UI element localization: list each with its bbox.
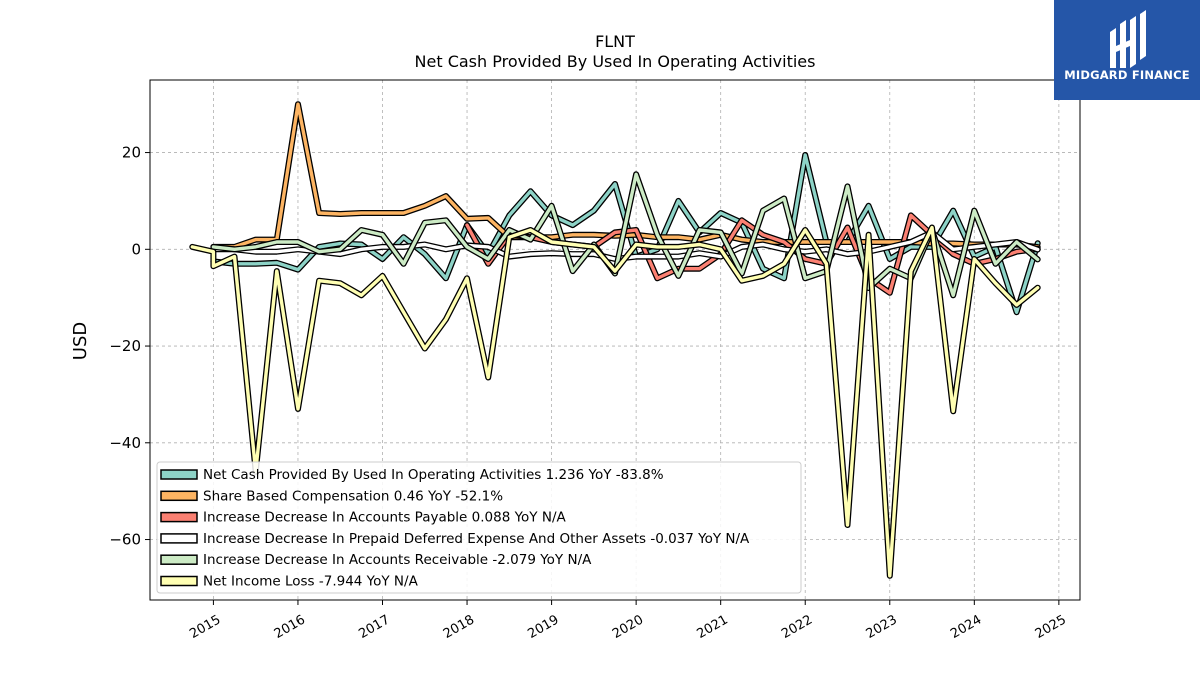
legend-swatch	[160, 533, 198, 544]
midgard-logo-icon	[1110, 10, 1146, 68]
legend-entry: Increase Decrease In Prepaid Deferred Ex…	[203, 531, 750, 547]
plot-frame	[149, 79, 1081, 601]
x-tick-label: 2016	[272, 612, 308, 642]
x-tick-label: 2021	[695, 612, 731, 642]
x-tick-label: 2025	[1033, 612, 1069, 642]
y-tick-label: −20	[109, 337, 141, 355]
x-tick-label: 2022	[779, 612, 815, 642]
legend-box	[156, 461, 802, 594]
x-tick-label: 2019	[525, 612, 561, 642]
x-tick-label: 2018	[441, 612, 477, 642]
legend-entry: Net Cash Provided By Used In Operating A…	[203, 467, 664, 483]
chart-subtitle: Net Cash Provided By Used In Operating A…	[415, 52, 816, 71]
y-tick-label: 20	[122, 144, 141, 162]
x-tick-label: 2020	[610, 612, 646, 642]
brand-name: MIDGARD FINANCE	[1064, 68, 1190, 82]
series-increase-decrease-in-accounts-receivable	[210, 171, 1041, 299]
series-layer	[189, 101, 1041, 579]
series-outline	[210, 171, 1041, 299]
legend-swatch	[160, 554, 198, 565]
legend-entry: Net Income Loss -7.944 YoY N/A	[203, 574, 419, 590]
brand-logo: MIDGARD FINANCE	[1054, 0, 1200, 100]
y-tick-label: 0	[131, 240, 141, 258]
y-tick-label: −40	[109, 434, 141, 452]
legend-entry: Share Based Compensation 0.46 YoY -52.1%	[203, 488, 503, 504]
x-tick-label: 2015	[187, 612, 223, 642]
series-net-income-loss	[189, 224, 1041, 579]
y-tick-label: −60	[109, 531, 141, 549]
legend-entry: Increase Decrease In Accounts Payable 0.…	[203, 510, 566, 526]
x-tick-label: 2023	[864, 612, 900, 642]
legend-entry: Increase Decrease In Accounts Receivable…	[203, 552, 592, 568]
legend-swatch	[160, 469, 198, 480]
y-axis-label: USD	[70, 322, 91, 360]
x-tick-label: 2017	[356, 612, 392, 642]
series-line	[190, 225, 1040, 578]
chart-title: FLNT	[595, 32, 635, 51]
x-tick-label: 2024	[948, 612, 984, 642]
legend-swatch	[160, 511, 198, 523]
legend: Net Cash Provided By Used In Operating A…	[156, 461, 802, 594]
legend-swatch	[160, 490, 198, 502]
legend-swatch	[160, 575, 198, 587]
series-line	[211, 172, 1040, 297]
